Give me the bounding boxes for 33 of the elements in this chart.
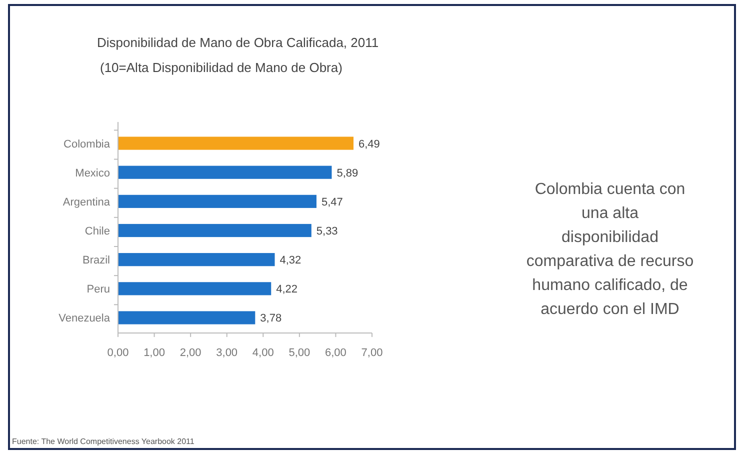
bar <box>118 136 354 150</box>
y-tick-label: Chile <box>84 226 110 238</box>
bar <box>118 166 332 179</box>
x-tick-label: 4,00 <box>252 347 274 359</box>
data-label: 5,47 <box>321 196 343 208</box>
bar <box>118 311 256 324</box>
text: Colombia cuenta con una alta disponibilidad comparativa de recurso humano calificado, de acuerdo con el IMD <box>526 181 694 318</box>
data-label: 6,49 <box>358 138 380 150</box>
x-tick-label: 2,00 <box>180 347 202 359</box>
x-tick-label: 6,00 <box>325 347 346 359</box>
bar <box>118 282 272 296</box>
data-label: 4,32 <box>280 254 302 267</box>
x-tick-label: 3,00 <box>216 347 238 359</box>
source-note: Fuente: The World Competitiveness Yearbook 2011 <box>12 437 195 446</box>
y-tick-label: Colombia <box>64 138 111 150</box>
data-label: 4,22 <box>276 284 298 296</box>
y-tick-label: Venezuela <box>58 312 111 325</box>
bar <box>118 253 275 266</box>
bar <box>118 194 316 208</box>
chart-subtitle: (10=Alta Disponibilidad de Mano de Obra) <box>100 60 342 75</box>
x-tick-label: 1,00 <box>144 347 165 359</box>
y-tick-label: Peru <box>86 284 110 296</box>
y-tick-label: Mexico <box>75 167 110 180</box>
x-tick-label: 5,00 <box>288 347 310 359</box>
chart-title: Disponibilidad de Mano de Obra Calificada, 2011 <box>97 35 379 50</box>
data-label: 3,78 <box>260 312 282 325</box>
x-tick-label: 0,00 <box>107 347 129 359</box>
y-tick-label: Brazil <box>82 254 110 267</box>
data-label: 5,89 <box>336 167 358 180</box>
data-label: 5,33 <box>316 226 338 238</box>
x-tick-label: 7,00 <box>361 347 383 359</box>
bar <box>118 224 312 238</box>
y-tick-label: Argentina <box>62 196 111 208</box>
